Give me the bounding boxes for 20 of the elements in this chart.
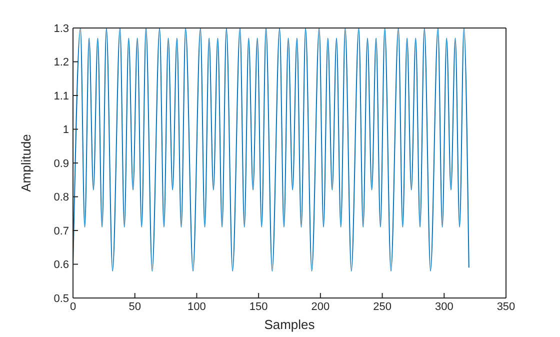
y-tick-label: 0.6 <box>54 259 69 272</box>
x-tick-label: 350 <box>496 300 516 313</box>
y-tick-label: 1.3 <box>54 22 69 35</box>
y-tick-label: 0.8 <box>54 192 69 204</box>
y-tick-label: 1.1 <box>54 90 69 102</box>
x-tick-label: 100 <box>188 300 206 313</box>
x-tick-label: 150 <box>249 300 268 313</box>
y-tick-label: 1 <box>62 124 69 136</box>
x-tick-label: 200 <box>311 300 330 313</box>
y-tick-label: 1.2 <box>54 56 69 69</box>
x-tick-label: 300 <box>434 300 454 313</box>
x-axis-title: Samples <box>264 317 316 332</box>
x-tick-label: 250 <box>373 300 392 313</box>
x-tick-label: 50 <box>128 300 141 313</box>
y-axis-title: Amplitude <box>18 134 34 192</box>
line-series <box>73 28 470 272</box>
y-tick-label: 0.5 <box>54 292 69 305</box>
y-tick-label: 0.7 <box>54 225 69 238</box>
y-tick-label: 0.9 <box>54 158 69 170</box>
x-tick-label: 0 <box>70 300 76 313</box>
